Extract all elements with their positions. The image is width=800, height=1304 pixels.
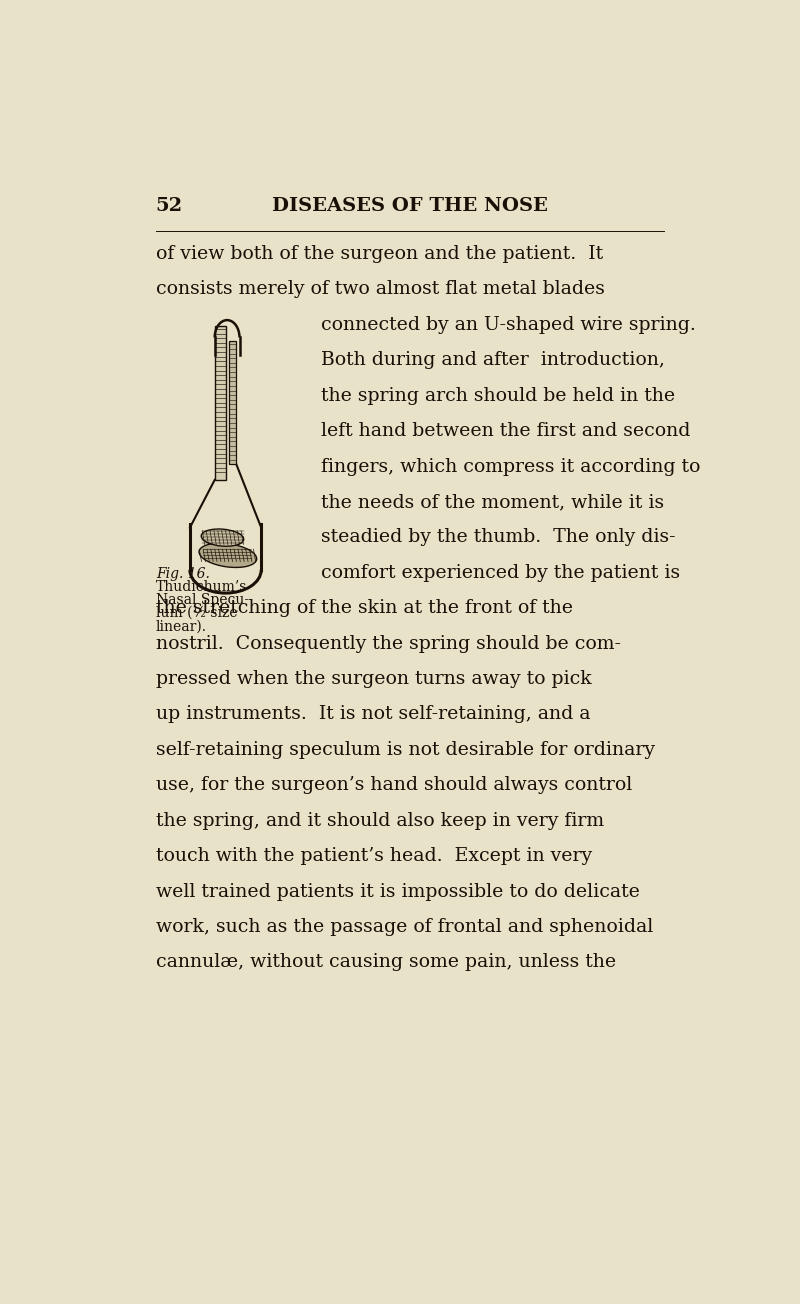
Text: up instruments.  It is not self-retaining, and a: up instruments. It is not self-retaining… bbox=[156, 705, 590, 724]
Text: DISEASES OF THE NOSE: DISEASES OF THE NOSE bbox=[272, 197, 548, 215]
Ellipse shape bbox=[199, 544, 257, 567]
Text: Fig. 16.: Fig. 16. bbox=[156, 567, 210, 580]
Text: nostril.  Consequently the spring should be com-: nostril. Consequently the spring should … bbox=[156, 635, 621, 652]
Text: Both during and after  introduction,: Both during and after introduction, bbox=[321, 351, 665, 369]
Text: work, such as the passage of frontal and sphenoidal: work, such as the passage of frontal and… bbox=[156, 918, 653, 936]
Text: consists merely of two almost flat metal blades: consists merely of two almost flat metal… bbox=[156, 280, 605, 299]
Text: self-retaining speculum is not desirable for ordinary: self-retaining speculum is not desirable… bbox=[156, 741, 654, 759]
Text: lum (½ size: lum (½ size bbox=[156, 606, 238, 621]
Text: the needs of the moment, while it is: the needs of the moment, while it is bbox=[321, 493, 664, 511]
Text: cannulæ, without causing some pain, unless the: cannulæ, without causing some pain, unle… bbox=[156, 953, 616, 971]
Text: connected by an U-shaped wire spring.: connected by an U-shaped wire spring. bbox=[321, 316, 696, 334]
Text: linear).: linear). bbox=[156, 619, 206, 634]
Text: well trained patients it is impossible to do delicate: well trained patients it is impossible t… bbox=[156, 883, 640, 901]
Text: 52: 52 bbox=[156, 197, 183, 215]
Text: touch with the patient’s head.  Except in very: touch with the patient’s head. Except in… bbox=[156, 848, 592, 865]
Text: pressed when the surgeon turns away to pick: pressed when the surgeon turns away to p… bbox=[156, 670, 591, 689]
Text: of view both of the surgeon and the patient.  It: of view both of the surgeon and the pati… bbox=[156, 245, 603, 263]
Text: use, for the surgeon’s hand should always control: use, for the surgeon’s hand should alway… bbox=[156, 776, 632, 794]
Ellipse shape bbox=[202, 529, 244, 546]
Text: Nasal Specu-: Nasal Specu- bbox=[156, 593, 249, 608]
Text: left hand between the first and second: left hand between the first and second bbox=[321, 422, 690, 441]
Bar bbox=[229, 342, 237, 464]
Text: the stretching of the skin at the front of the: the stretching of the skin at the front … bbox=[156, 600, 573, 617]
Text: steadied by the thumb.  The only dis-: steadied by the thumb. The only dis- bbox=[321, 528, 675, 546]
Text: the spring arch should be held in the: the spring arch should be held in the bbox=[321, 387, 675, 404]
Text: Thudichum’s: Thudichum’s bbox=[156, 580, 247, 595]
Bar bbox=[214, 326, 226, 480]
Text: fingers, which compress it according to: fingers, which compress it according to bbox=[321, 458, 700, 476]
Text: the spring, and it should also keep in very firm: the spring, and it should also keep in v… bbox=[156, 812, 604, 829]
Text: comfort experienced by the patient is: comfort experienced by the patient is bbox=[321, 563, 680, 582]
